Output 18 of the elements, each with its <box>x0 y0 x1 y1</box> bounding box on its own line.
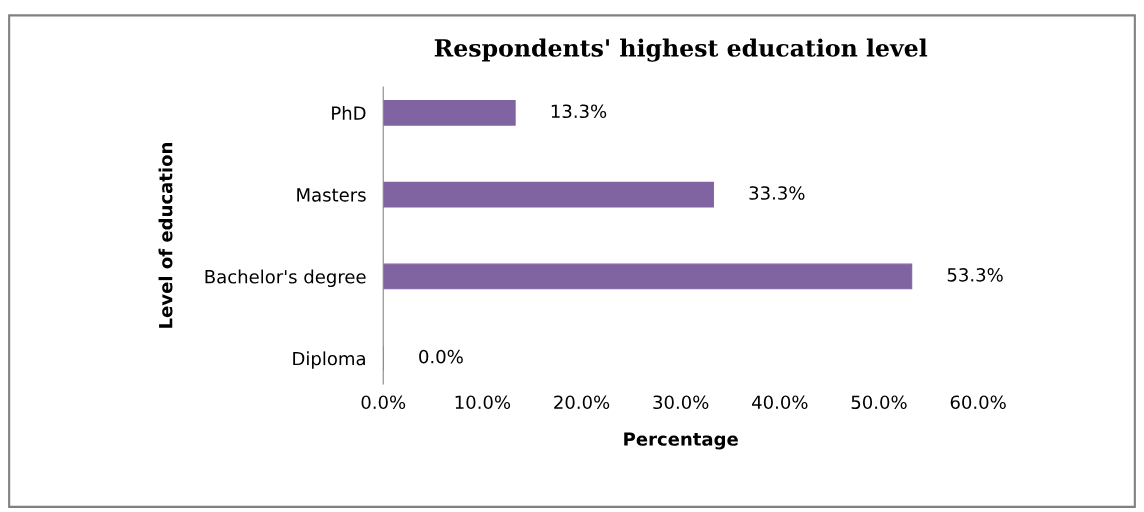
data-label: 33.3% <box>749 186 805 200</box>
x-tick-label: 10.0% <box>455 395 511 410</box>
y-tick-label: PhD <box>332 105 366 120</box>
y-tick-label: Diploma <box>293 351 365 369</box>
x-axis-title: Percentage <box>624 432 738 450</box>
data-label: 13.3% <box>551 104 607 119</box>
y-axis-title: Level of education <box>158 143 173 328</box>
chart-title: Respondents' highest education level <box>434 38 928 62</box>
data-label: 53.3% <box>947 268 1003 282</box>
x-tick-label: 50.0% <box>851 395 907 410</box>
data-label: 0.0% <box>419 349 463 364</box>
x-tick-label: 30.0% <box>653 395 709 410</box>
x-tick-label: 20.0% <box>554 395 610 410</box>
x-tick-label: 0.0% <box>361 395 406 410</box>
y-tick-label: Masters <box>297 188 366 202</box>
y-tick-label: Bachelor's degree <box>205 269 366 288</box>
x-tick-label: 60.0% <box>950 395 1006 410</box>
x-tick-label: 40.0% <box>752 395 808 410</box>
